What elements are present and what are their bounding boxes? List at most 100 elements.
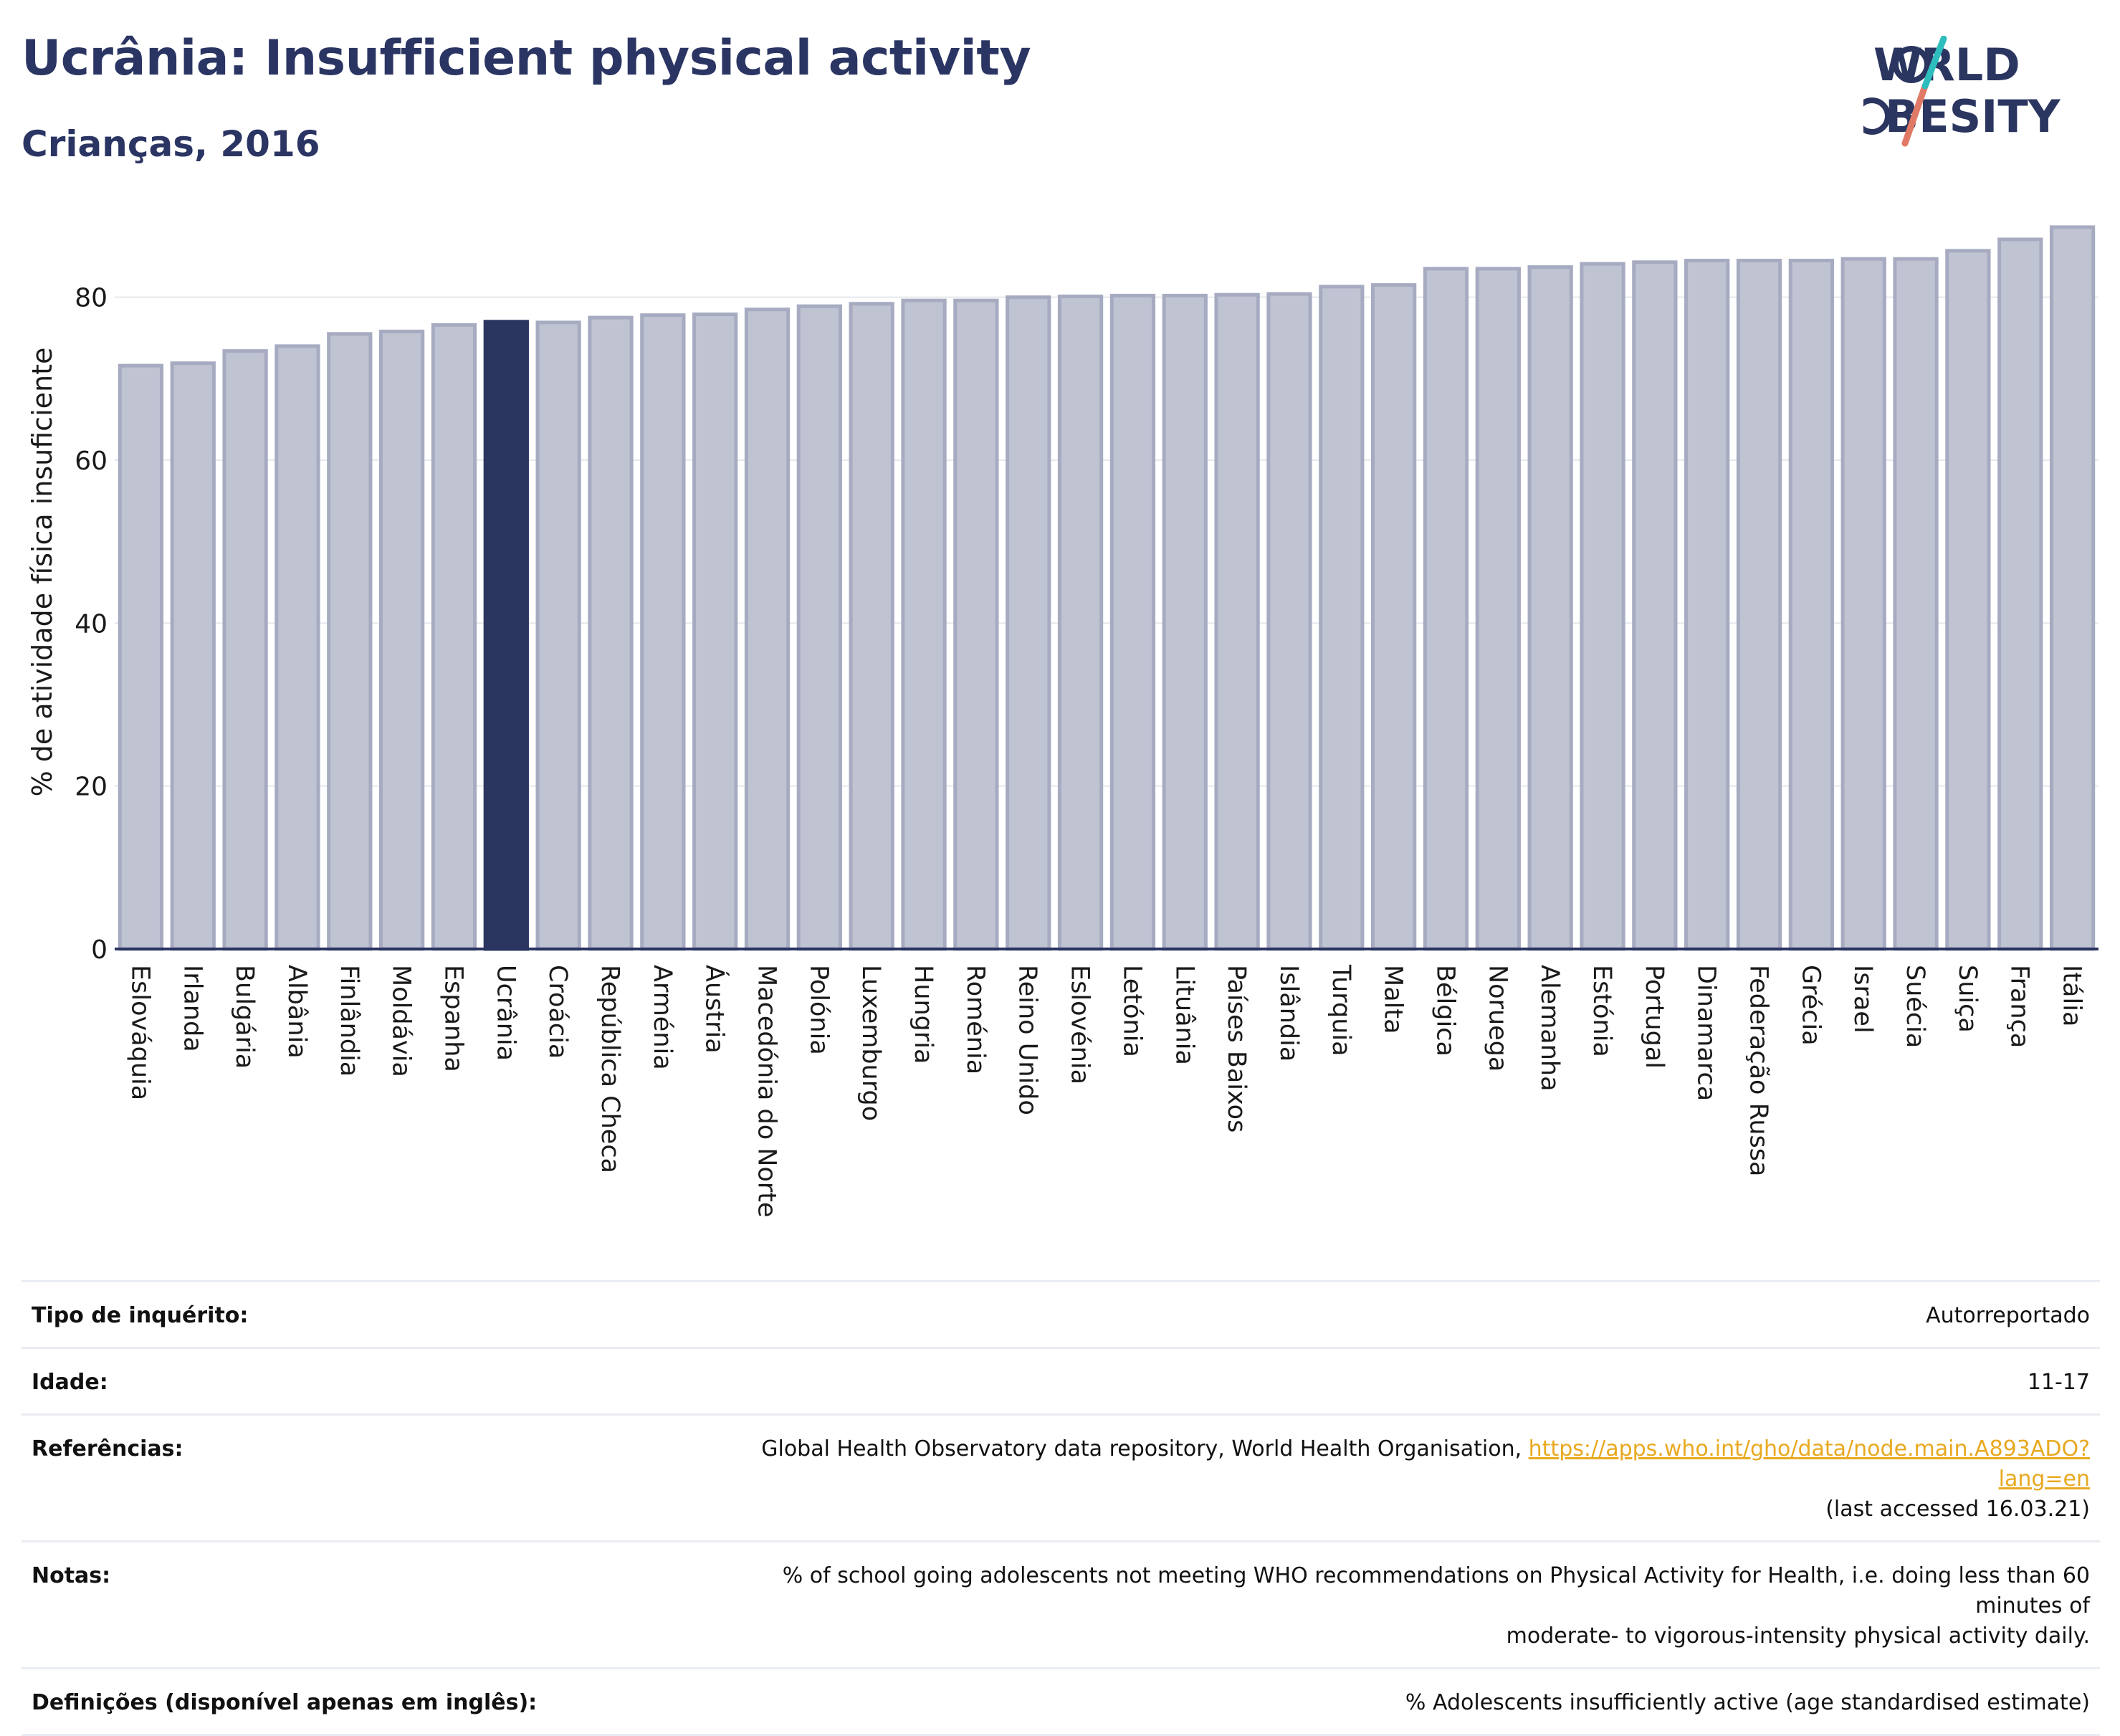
bar-Suiça bbox=[1945, 249, 1991, 951]
bar-Grécia bbox=[1788, 259, 1835, 951]
bar-Arménia bbox=[640, 313, 686, 951]
bar-Malta bbox=[1370, 283, 1417, 951]
info-row-notes: Notas: % of school going adolescents not… bbox=[22, 1540, 2100, 1669]
bar-Hungria bbox=[901, 298, 947, 951]
x-tick-label: Bélgica bbox=[1431, 965, 1459, 1057]
bar-Dinamarca bbox=[1684, 259, 1730, 951]
x-tick-label: Turquia bbox=[1327, 964, 1355, 1057]
bar-Luxemburgo bbox=[849, 302, 894, 951]
y-tick-label: 0 bbox=[91, 935, 108, 965]
x-tick-label: Espanha bbox=[439, 965, 467, 1072]
x-tick-label: Islândia bbox=[1274, 965, 1303, 1062]
x-tick-label: Moldávia bbox=[387, 965, 416, 1077]
bar-Países Baixos bbox=[1214, 292, 1260, 951]
x-tick-label: Croácia bbox=[543, 965, 572, 1059]
x-tick-label: República Checa bbox=[596, 965, 624, 1173]
notes-value: % of school going adolescents not meetin… bbox=[687, 1540, 2100, 1669]
bar-Croácia bbox=[535, 320, 581, 951]
bar-Lituânia bbox=[1162, 293, 1208, 951]
page-subtitle: Crianças, 2016 bbox=[22, 123, 320, 165]
y-tick-label: 40 bbox=[75, 609, 108, 639]
x-tick-label: Macedónia do Norte bbox=[753, 965, 781, 1218]
x-tick-label: Arménia bbox=[648, 965, 677, 1070]
info-table: Tipo de inquérito: Autorreportado Idade:… bbox=[22, 1280, 2100, 1736]
bar-Eslovénia bbox=[1057, 295, 1104, 951]
y-axis-label: % de atividade física insuficiente bbox=[27, 348, 58, 797]
survey-type-label: Tipo de inquérito: bbox=[22, 1280, 687, 1348]
bar-Suécia bbox=[1893, 257, 1939, 951]
bar-Ucrânia bbox=[483, 320, 529, 951]
bar-Letónia bbox=[1109, 293, 1156, 951]
x-tick-label: Eslováquia bbox=[125, 965, 154, 1100]
world-obesity-logo: W RLD BESITY bbox=[1863, 36, 2061, 147]
y-tick-label: 20 bbox=[75, 773, 108, 802]
x-tick-label: Eslovénia bbox=[1066, 965, 1094, 1084]
x-tick-label: Finlândia bbox=[335, 965, 363, 1077]
age-value: 11-17 bbox=[687, 1347, 2100, 1415]
notes-label: Notas: bbox=[22, 1540, 687, 1669]
definitions-label: Definições (disponível apenas em inglês)… bbox=[22, 1667, 687, 1736]
bar-Bélgica bbox=[1423, 267, 1469, 951]
x-tick-label: Suécia bbox=[1901, 965, 1929, 1048]
references-label: Referências: bbox=[22, 1413, 687, 1542]
references-text: Global Health Observatory data repositor… bbox=[761, 1436, 1529, 1461]
x-tick-label: Albânia bbox=[282, 965, 311, 1059]
info-row-references: Referências: Global Health Observatory d… bbox=[22, 1413, 2100, 1542]
bar-Macedónia do Norte bbox=[744, 307, 791, 951]
bar-Albânia bbox=[274, 344, 320, 951]
survey-type-value: Autorreportado bbox=[687, 1280, 2100, 1348]
references-value: Global Health Observatory data repositor… bbox=[687, 1413, 2100, 1542]
info-row-definitions: Definições (disponível apenas em inglês)… bbox=[22, 1667, 2100, 1736]
info-row-age: Idade: 11-17 bbox=[22, 1347, 2100, 1415]
bar-Reino Unido bbox=[1006, 295, 1051, 951]
x-tick-label: Países Baixos bbox=[1222, 965, 1251, 1132]
definitions-value: % Adolescents insufficiently active (age… bbox=[687, 1667, 2100, 1736]
x-tick-label: Hungria bbox=[909, 965, 937, 1064]
x-tick-label: Noruega bbox=[1483, 965, 1512, 1072]
x-tick-label: Ucrânia bbox=[491, 965, 520, 1061]
bar-Irlanda bbox=[170, 361, 216, 951]
x-tick-label: Luxemburgo bbox=[856, 965, 885, 1121]
references-link[interactable]: https://apps.who.int/gho/data/node.main.… bbox=[1528, 1436, 2090, 1492]
x-tick-label: Bulgária bbox=[230, 965, 259, 1069]
bar-Islândia bbox=[1266, 292, 1312, 951]
x-tick-label: Grécia bbox=[1796, 965, 1825, 1046]
x-tick-label: Áustria bbox=[700, 965, 730, 1054]
x-tick-label: Letónia bbox=[1117, 965, 1146, 1057]
y-tick-label: 80 bbox=[75, 284, 108, 313]
bar-Áustria bbox=[692, 313, 738, 951]
x-tick-label: Polónia bbox=[804, 965, 833, 1055]
x-tick-label: Israel bbox=[1848, 965, 1877, 1034]
x-tick-label: Malta bbox=[1379, 965, 1408, 1034]
x-tick-label: Portugal bbox=[1640, 965, 1668, 1069]
bar-República Checa bbox=[588, 315, 634, 951]
bar-Roménia bbox=[953, 298, 999, 951]
bar-Bulgária bbox=[222, 349, 268, 951]
x-tick-label: Lituânia bbox=[1170, 965, 1198, 1065]
references-accessed: (last accessed 16.03.21) bbox=[1825, 1497, 2090, 1522]
x-tick-label: Itália bbox=[2058, 965, 2086, 1026]
x-tick-label: Estónia bbox=[1587, 965, 1616, 1057]
x-tick-label: Roménia bbox=[961, 965, 990, 1074]
bar-Itália bbox=[2049, 225, 2096, 951]
bar-Alemanha bbox=[1527, 265, 1573, 951]
bar-Finlândia bbox=[327, 332, 373, 951]
notes-line-1: % of school going adolescents not meetin… bbox=[782, 1563, 2090, 1618]
notes-line-2: moderate- to vigorous-intensity physical… bbox=[1506, 1623, 2090, 1649]
x-tick-label: França bbox=[2005, 965, 2034, 1048]
x-tick-label: Alemanha bbox=[1535, 965, 1564, 1092]
x-tick-label: Irlanda bbox=[178, 965, 206, 1052]
bar-Turquia bbox=[1319, 285, 1365, 951]
x-tick-label: Dinamarca bbox=[1692, 965, 1721, 1101]
bar-Moldávia bbox=[378, 329, 425, 951]
page-title: Ucrânia: Insufficient physical activity bbox=[22, 30, 1031, 87]
bar-Israel bbox=[1840, 257, 1886, 951]
bar-Espanha bbox=[431, 323, 477, 951]
bar-Portugal bbox=[1632, 260, 1678, 951]
bar-Estónia bbox=[1580, 262, 1625, 951]
x-tick-label: Suiça bbox=[1953, 965, 1982, 1033]
info-row-survey-type: Tipo de inquérito: Autorreportado bbox=[22, 1280, 2100, 1348]
bar-Noruega bbox=[1475, 267, 1521, 951]
bar-Eslováquia bbox=[118, 363, 164, 951]
bar-Federação Russa bbox=[1736, 259, 1782, 951]
